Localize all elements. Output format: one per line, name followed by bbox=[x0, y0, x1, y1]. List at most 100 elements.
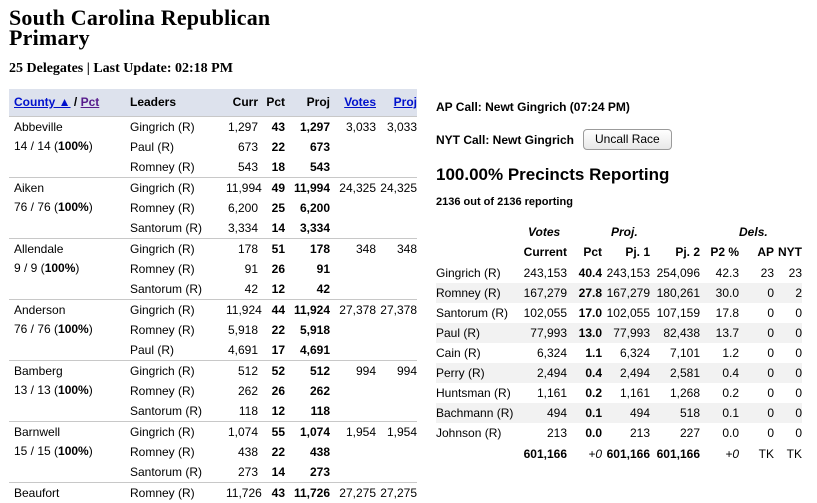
nyt-delegates: 0 bbox=[774, 343, 802, 363]
county-precincts: 14 / 14 (100%) bbox=[14, 139, 130, 153]
leader-proj: 42 bbox=[285, 279, 330, 300]
leader-proj: 118 bbox=[285, 401, 330, 422]
nyt-delegates: 2 bbox=[774, 283, 802, 303]
leader-name: Paul (R) bbox=[130, 137, 226, 157]
proj-2: 82,438 bbox=[650, 323, 700, 343]
county-name: Beaufort bbox=[14, 486, 130, 500]
sort-precinct-pct-link[interactable]: Pct bbox=[81, 95, 100, 109]
leader-name: Gingrich (R) bbox=[130, 239, 226, 260]
county-name: Allendale bbox=[14, 242, 130, 256]
votes-current: 213 bbox=[519, 423, 567, 443]
votes-pct: 1.1 bbox=[567, 343, 602, 363]
leader-name: Gingrich (R) bbox=[130, 422, 226, 443]
uncall-race-button[interactable]: Uncall Race bbox=[583, 129, 672, 150]
sort-proj-link[interactable]: Proj bbox=[394, 95, 417, 109]
results-column-header-row: Current Pct Pj. 1 Pj. 2 P2 % AP NYT bbox=[436, 242, 802, 263]
group-header-dels: Dels. bbox=[739, 222, 802, 242]
county-proj-total: 24,325 bbox=[376, 178, 417, 199]
leader-curr: 1,074 bbox=[226, 422, 258, 443]
leader-pct: 49 bbox=[258, 178, 285, 199]
leader-proj: 438 bbox=[285, 442, 330, 462]
nyt-call-status: NYT Call: Newt Gingrich bbox=[436, 133, 574, 147]
page-subtitle: 25 Delegates | Last Update: 02:18 PM bbox=[9, 61, 817, 77]
votes-current: 77,993 bbox=[519, 323, 567, 343]
leader-name: Gingrich (R) bbox=[130, 300, 226, 321]
totals-current: 601,166 bbox=[519, 443, 567, 464]
votes-current: 494 bbox=[519, 403, 567, 423]
ap-delegates: 23 bbox=[739, 263, 774, 283]
county-votes-total: 24,325 bbox=[330, 178, 376, 199]
leader-curr: 273 bbox=[226, 462, 258, 483]
group-header-proj: Proj. bbox=[602, 222, 700, 242]
votes-current: 167,279 bbox=[519, 283, 567, 303]
totals-pj1: 601,166 bbox=[602, 443, 650, 464]
nyt-call-row: NYT Call: Newt Gingrich Uncall Race bbox=[436, 129, 808, 150]
county-name: Abbeville bbox=[14, 120, 130, 134]
leader-pct: 22 bbox=[258, 137, 285, 157]
p2-pct: 0.1 bbox=[700, 403, 739, 423]
leader-proj: 543 bbox=[285, 157, 330, 178]
county-proj-total bbox=[376, 320, 417, 340]
county-votes-total: 1,954 bbox=[330, 422, 376, 443]
leader-proj: 4,691 bbox=[285, 340, 330, 361]
candidate-name: Huntsman (R) bbox=[436, 383, 519, 403]
proj-1: 102,055 bbox=[602, 303, 650, 323]
main-content: County ▲ / Pct Leaders Curr Pct Proj Vot… bbox=[9, 89, 817, 503]
col-header-ap-dels: AP bbox=[739, 242, 774, 263]
header-separator: / bbox=[74, 95, 77, 109]
proj-2: 254,096 bbox=[650, 263, 700, 283]
leader-curr: 3,334 bbox=[226, 218, 258, 239]
ap-delegates: 0 bbox=[739, 283, 774, 303]
county-votes-total bbox=[330, 401, 376, 422]
col-header-pj2: Pj. 2 bbox=[650, 242, 700, 263]
nyt-delegates: 0 bbox=[774, 303, 802, 323]
leader-pct: 22 bbox=[258, 320, 285, 340]
totals-row: 601,166 +0 601,166 601,166 +0 TK TK bbox=[436, 443, 802, 464]
ap-delegates: 0 bbox=[739, 403, 774, 423]
nyt-delegates: 0 bbox=[774, 383, 802, 403]
totals-pj2: 601,166 bbox=[650, 443, 700, 464]
candidate-name: Perry (R) bbox=[436, 363, 519, 383]
p2-pct: 1.2 bbox=[700, 343, 739, 363]
votes-current: 6,324 bbox=[519, 343, 567, 363]
votes-pct: 40.4 bbox=[567, 263, 602, 283]
county-proj-total bbox=[376, 198, 417, 218]
leader-curr: 118 bbox=[226, 401, 258, 422]
county-precincts: 76 / 76 (100%) bbox=[14, 322, 130, 336]
leader-pct: 18 bbox=[258, 157, 285, 178]
proj-2: 7,101 bbox=[650, 343, 700, 363]
county-table-header-row: County ▲ / Pct Leaders Curr Pct Proj Vot… bbox=[9, 89, 417, 117]
county-proj-total: 348 bbox=[376, 239, 417, 260]
ap-delegates: 0 bbox=[739, 423, 774, 443]
county-proj-total: 994 bbox=[376, 361, 417, 382]
leader-curr: 42 bbox=[226, 279, 258, 300]
sort-county-link[interactable]: County ▲ bbox=[14, 95, 71, 109]
leader-pct: 51 bbox=[258, 239, 285, 260]
county-votes-total: 27,275 bbox=[330, 483, 376, 503]
county-precincts: 76 / 76 (100%) bbox=[14, 200, 130, 214]
p2-pct: 42.3 bbox=[700, 263, 739, 283]
leader-curr: 262 bbox=[226, 381, 258, 401]
p2-pct: 0.0 bbox=[700, 423, 739, 443]
leader-name: Gingrich (R) bbox=[130, 178, 226, 199]
p2-pct: 0.2 bbox=[700, 383, 739, 403]
leader-name: Romney (R) bbox=[130, 381, 226, 401]
leader-pct: 43 bbox=[258, 117, 285, 138]
county-votes-total: 348 bbox=[330, 239, 376, 260]
sort-votes-link[interactable]: Votes bbox=[344, 95, 376, 109]
statewide-panel: AP Call: Newt Gingrich (07:24 PM) NYT Ca… bbox=[436, 89, 808, 464]
proj-1: 77,993 bbox=[602, 323, 650, 343]
proj-1: 167,279 bbox=[602, 283, 650, 303]
leader-curr: 91 bbox=[226, 259, 258, 279]
totals-blank bbox=[436, 443, 519, 464]
votes-pct: 0.4 bbox=[567, 363, 602, 383]
col-header-pct: Pct bbox=[258, 89, 285, 117]
